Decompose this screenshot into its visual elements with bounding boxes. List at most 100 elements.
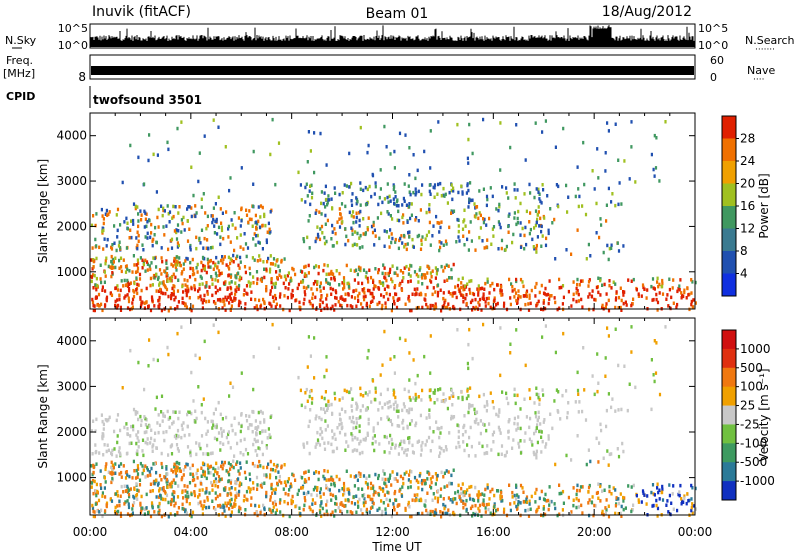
echo-cell xyxy=(345,184,348,188)
echo-cell xyxy=(442,243,445,247)
echo-cell xyxy=(407,500,410,505)
echo-cell xyxy=(237,271,240,275)
echo-cell xyxy=(217,225,221,230)
echo-cell xyxy=(463,243,466,247)
echo-cell xyxy=(499,373,502,378)
echo-cell xyxy=(535,220,538,225)
echo-cell xyxy=(666,293,669,297)
echo-cell xyxy=(320,430,324,434)
echo-cell xyxy=(373,434,376,438)
echo-cell xyxy=(467,410,470,415)
echo-cell xyxy=(545,293,548,297)
echo-cell xyxy=(381,406,384,410)
echo-cell xyxy=(615,296,618,300)
echo-cell xyxy=(377,202,380,207)
echo-cell xyxy=(614,488,617,492)
echo-cell xyxy=(601,509,604,514)
echo-cell xyxy=(220,464,223,469)
echo-cell xyxy=(463,218,466,222)
echo-cell xyxy=(192,399,195,403)
echo-cell xyxy=(515,504,518,509)
echo-cell xyxy=(567,289,570,294)
echo-cell xyxy=(395,305,399,310)
echo-cell xyxy=(92,514,95,519)
echo-cell xyxy=(622,449,625,454)
echo-cell xyxy=(581,204,584,208)
echo-cell xyxy=(152,357,155,362)
echo-cell xyxy=(196,468,199,472)
echo-cell xyxy=(345,263,348,268)
colorbar-tick-label: 4 xyxy=(740,267,748,281)
echo-cell xyxy=(524,302,527,307)
echo-cell xyxy=(326,424,329,428)
echo-cell xyxy=(107,418,110,422)
echo-cell xyxy=(330,498,333,502)
echo-cell xyxy=(106,419,109,423)
echo-cell xyxy=(624,300,627,304)
echo-cell xyxy=(116,284,119,288)
echo-cell xyxy=(421,481,424,486)
echo-cell xyxy=(635,288,638,292)
echo-cell xyxy=(175,263,178,267)
echo-cell xyxy=(188,410,191,414)
echo-cell xyxy=(111,261,114,265)
echo-cell xyxy=(374,390,377,394)
echo-cell xyxy=(401,279,404,283)
echo-cell xyxy=(258,459,261,464)
echo-cell xyxy=(237,216,240,220)
echo-cell xyxy=(269,498,272,502)
echo-cell xyxy=(507,214,510,218)
echo-cell xyxy=(321,231,324,235)
echo-cell xyxy=(511,240,514,245)
echo-cell xyxy=(444,445,448,449)
echo-cell xyxy=(322,201,325,206)
echo-cell xyxy=(544,324,547,328)
echo-cell xyxy=(119,256,123,260)
echo-cell xyxy=(505,191,508,195)
echo-cell xyxy=(189,245,192,250)
echo-cell xyxy=(385,145,388,149)
echo-cell xyxy=(496,489,499,493)
echo-cell xyxy=(457,229,460,234)
echo-cell xyxy=(513,493,516,498)
echo-cell xyxy=(343,485,346,489)
echo-cell xyxy=(516,301,519,305)
echo-cell xyxy=(155,240,158,245)
echo-cell xyxy=(439,288,442,292)
echo-cell xyxy=(321,436,324,441)
echo-cell xyxy=(166,266,169,270)
echo-cell xyxy=(137,239,140,243)
echo-cell xyxy=(151,283,154,287)
echo-cell xyxy=(178,467,181,471)
echo-cell xyxy=(528,437,531,441)
echo-cell xyxy=(359,439,362,444)
echo-cell xyxy=(146,437,149,441)
echo-cell xyxy=(115,213,118,217)
echo-cell xyxy=(413,270,417,274)
echo-cell xyxy=(530,288,533,293)
echo-cell xyxy=(434,290,437,294)
echo-cell xyxy=(162,430,165,435)
echo-cell xyxy=(485,428,488,433)
echo-cell xyxy=(320,501,323,505)
echo-cell xyxy=(161,497,165,502)
echo-cell xyxy=(558,277,561,282)
echo-cell xyxy=(263,481,266,485)
echo-cell xyxy=(244,476,247,480)
echo-cell xyxy=(577,292,580,297)
echo-cell xyxy=(525,497,528,501)
echo-cell xyxy=(390,240,393,245)
echo-cell xyxy=(256,453,259,457)
echo-cell xyxy=(366,431,369,436)
echo-cell xyxy=(237,287,240,291)
echo-cell xyxy=(604,169,607,173)
echo-cell xyxy=(419,247,423,251)
echo-cell xyxy=(321,506,324,511)
echo-cell xyxy=(513,295,516,299)
echo-cell xyxy=(304,405,307,410)
echo-cell xyxy=(105,462,108,466)
echo-cell xyxy=(522,490,525,494)
echo-cell xyxy=(424,504,427,508)
echo-cell xyxy=(202,469,205,474)
echo-cell xyxy=(351,228,354,232)
